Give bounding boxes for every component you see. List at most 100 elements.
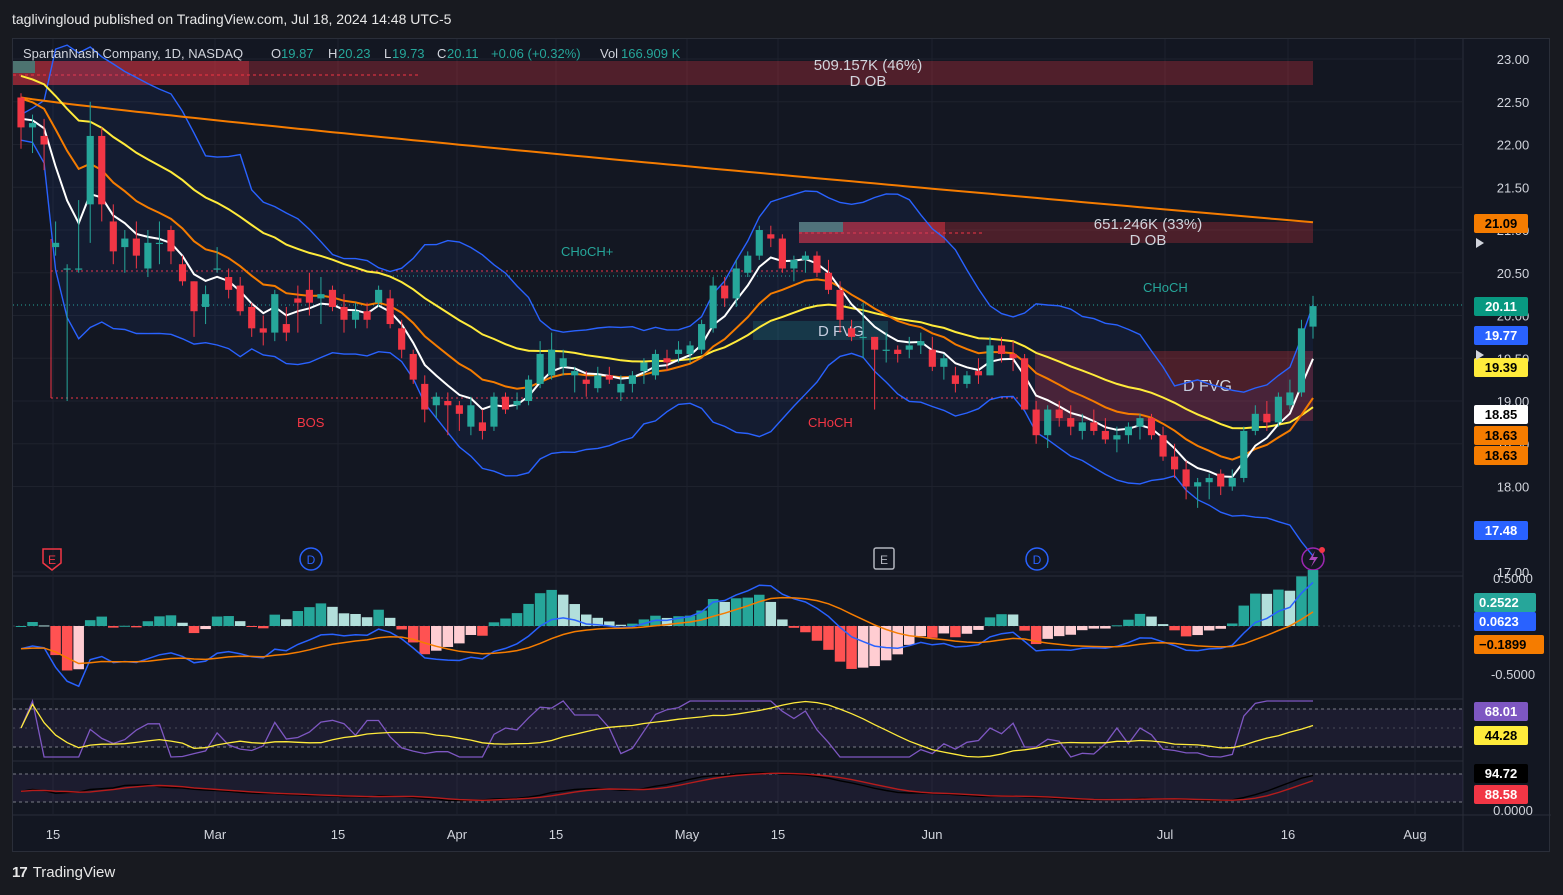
stoch-badge-value: 94.72 <box>1485 766 1518 781</box>
candle <box>305 272 313 316</box>
candle <box>524 375 533 406</box>
stoch-badge-value: 88.58 <box>1485 787 1518 802</box>
legend-low-value: 19.73 <box>392 46 425 61</box>
macd-histogram-bar <box>1215 626 1226 629</box>
macd-histogram-bar <box>788 626 800 628</box>
macd-tick: -0.5000 <box>1491 667 1535 682</box>
candle <box>501 392 510 414</box>
chart-panel[interactable]: 509.157K (46%) D OB 651.246K (33%) D OB … <box>12 38 1551 853</box>
price-tick: 22.50 <box>1497 95 1530 110</box>
price-tick: 17.00 <box>1497 565 1530 580</box>
candle <box>1274 392 1282 427</box>
rsi-badge <box>1474 702 1528 721</box>
rsi-line <box>20 698 1313 758</box>
ob-zone-mid-buy-bar <box>799 222 843 232</box>
candle <box>294 285 302 333</box>
candle <box>1194 477 1202 508</box>
candle <box>1101 418 1109 444</box>
macd-histogram-bar <box>1261 593 1273 626</box>
stoch-d-line <box>20 772 1314 802</box>
macd-histogram-bar <box>1077 626 1088 631</box>
candle <box>375 285 383 307</box>
candle <box>628 371 636 393</box>
macd-badge-value: −0.1899 <box>1479 637 1526 652</box>
time-tick: 15 <box>331 827 345 842</box>
candle <box>17 93 25 149</box>
candle <box>432 392 440 419</box>
candle <box>52 221 60 256</box>
legend-high-label: H <box>328 46 337 61</box>
macd-histogram-bar <box>246 626 257 627</box>
legend-volume-value: 166.909 K <box>621 46 681 61</box>
candle <box>236 277 244 316</box>
ob-top-label: D OB <box>850 73 887 90</box>
chart-canvas[interactable]: 509.157K (46%) D OB 651.246K (33%) D OB … <box>13 39 1551 853</box>
candle <box>75 200 83 273</box>
legend[interactable]: SpartanNash Company, 1D, NASDAQ O 19.87 … <box>23 46 681 61</box>
macd-histogram-bar <box>1157 624 1169 626</box>
time-axis[interactable]: 15 Mar 15 Apr 15 May 15 Jun Jul 16 Aug <box>46 827 1427 842</box>
time-tick: 15 <box>549 827 563 842</box>
price-badge-value: 21.09 <box>1485 216 1518 231</box>
candle <box>409 349 417 384</box>
macd-histogram-bar <box>177 622 188 626</box>
candle <box>744 251 752 278</box>
candle <box>824 259 833 295</box>
candle <box>248 302 256 337</box>
price-badge-value: 19.39 <box>1485 360 1518 375</box>
candle <box>259 315 267 346</box>
macd-histogram-bar <box>546 589 557 626</box>
candle <box>1067 405 1075 436</box>
macd-histogram-bar <box>534 593 546 626</box>
macd-histogram-bar <box>396 626 407 630</box>
legend-symbol[interactable]: SpartanNash Company, 1D, NASDAQ <box>23 46 243 61</box>
macd-histogram-bar <box>257 626 269 629</box>
candle <box>421 375 429 423</box>
price-badge-value: 17.48 <box>1485 523 1518 538</box>
macd-histogram-bar <box>431 626 442 651</box>
macd-line <box>20 581 1314 688</box>
ob-zone-top <box>13 61 1313 85</box>
price-badge <box>1474 405 1528 424</box>
macd-histogram-bar <box>915 626 927 637</box>
publish-header: taglivingloud published on TradingView.c… <box>0 0 1563 38</box>
price-badge <box>1474 426 1528 445</box>
macd-histogram-bar <box>1111 625 1123 627</box>
candle <box>1309 295 1317 339</box>
earnings-icon: E <box>880 553 888 567</box>
candle <box>1090 409 1098 436</box>
candle <box>1297 319 1306 397</box>
macd-histogram-bar <box>1296 576 1307 626</box>
time-tick: 15 <box>46 827 60 842</box>
choch-plus-label: CHoCH+ <box>561 244 613 259</box>
macd-histogram-bar <box>638 619 650 626</box>
choch-right-label: CHoCH <box>1143 280 1188 295</box>
event-marker-earnings[interactable]: E <box>42 548 62 571</box>
macd-badge-value: 0.0623 <box>1479 614 1519 629</box>
macd-histogram-bar <box>1134 613 1146 626</box>
flash-icon[interactable] <box>1301 547 1325 571</box>
macd-histogram-bar <box>604 621 615 626</box>
bollinger-upper <box>20 44 1314 393</box>
tradingview-logo[interactable]: 17 TradingView <box>12 864 115 881</box>
macd-histogram-bar <box>15 626 27 627</box>
event-marker-earnings[interactable]: E <box>873 547 895 570</box>
dividend-icon: D <box>307 553 316 567</box>
candle <box>351 302 360 329</box>
price-badge-value: 20.11 <box>1485 299 1517 314</box>
candle <box>721 277 729 307</box>
footer: 17 TradingView <box>0 852 1563 895</box>
macd-pane: 0.2522 0.0623 −0.1899 <box>15 570 1544 688</box>
legend-change: +0.06 (+0.32%) <box>491 46 581 61</box>
legend-high-value: 20.23 <box>338 46 371 61</box>
candle <box>836 281 844 333</box>
legend-open-value: 19.87 <box>281 46 314 61</box>
stoch-badge <box>1474 785 1528 804</box>
macd-histogram-bar <box>927 626 938 638</box>
macd-histogram-bar <box>1007 614 1019 626</box>
candle <box>1113 426 1121 453</box>
event-marker-dividend[interactable]: D <box>299 547 323 571</box>
price-badges: 21.09 20.11 19.77 19.39 18.85 18.63 18.63 17.48 <box>1474 214 1528 540</box>
candle <box>859 302 867 359</box>
event-marker-dividend[interactable]: D <box>1025 547 1049 571</box>
